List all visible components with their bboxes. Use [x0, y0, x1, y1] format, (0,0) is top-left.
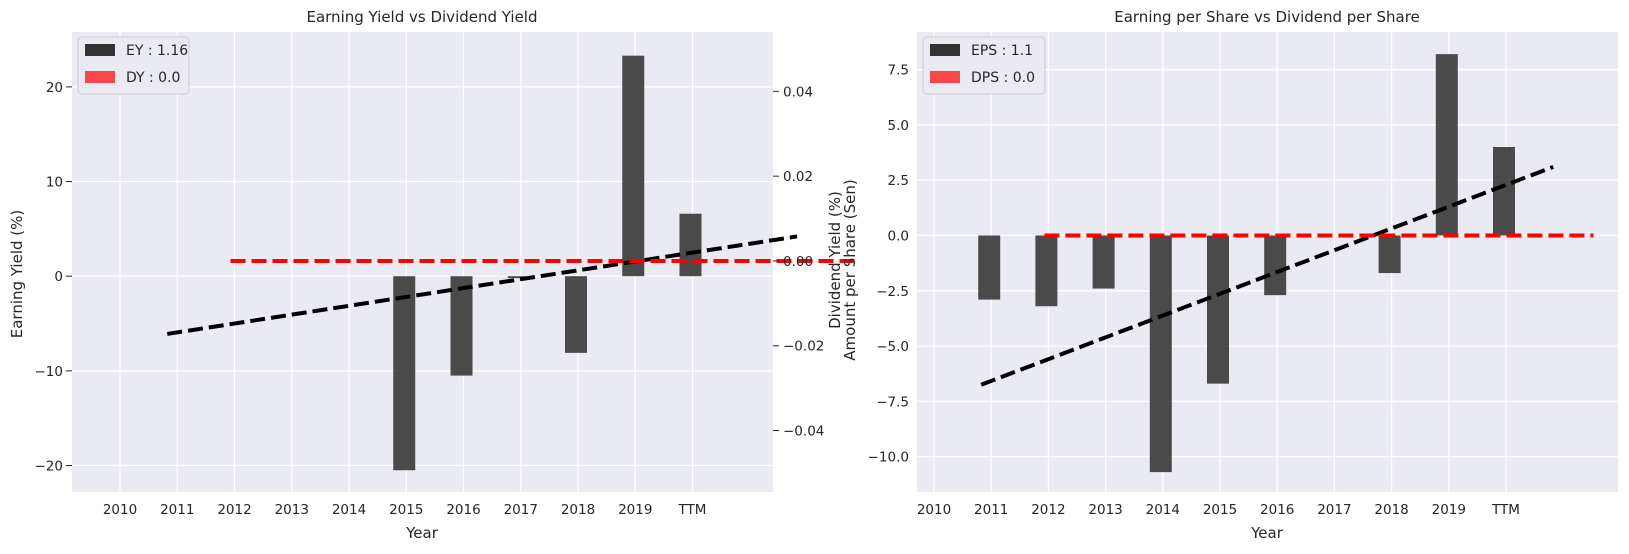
x-tick-label: 2014 [332, 502, 366, 518]
y2-tick-label: 0.04 [783, 84, 813, 100]
y-tick-label: 5.0 [888, 118, 909, 134]
y-tick-label: 0 [54, 269, 63, 285]
x-tick-label: TTM [678, 502, 707, 518]
bar-TTM [679, 213, 702, 277]
y-tick-label: −2.5 [876, 284, 909, 300]
y2-tick-label: 0.00 [783, 254, 813, 270]
left-trendlines [166, 234, 861, 336]
y2-tick-label: −0.02 [783, 339, 824, 355]
bar-2015 [1207, 235, 1229, 384]
right-panel: 7.55.02.50.0−2.5−5.0−7.5−10.0 2010 2011 20… [868, 8, 1618, 542]
left-legend-label-ey: EY : 1.16 [126, 43, 188, 59]
bar-2012 [1035, 235, 1058, 307]
x-tick-label: 2016 [1260, 502, 1294, 518]
y-tick-label: −10 [35, 364, 64, 380]
left-legend-swatch-dy [85, 71, 115, 83]
right-legend-label-dps: DPS : 0.0 [971, 70, 1035, 86]
right-y-axis-label: Amount per Share (Sen) [841, 179, 859, 360]
bar-2011 [978, 235, 1001, 300]
bar-2013 [1092, 235, 1115, 289]
earnings-trendline [166, 234, 798, 336]
y-tick-label: 2.5 [888, 173, 909, 189]
x-tick-label: 2010 [917, 502, 951, 518]
left-bars [393, 55, 702, 471]
x-tick-label: 2018 [1374, 502, 1408, 518]
x-tick-label: 2011 [974, 502, 1008, 518]
y2-tick-label: −0.04 [783, 424, 824, 440]
x-tick-label: 2013 [1088, 502, 1122, 518]
y-tick-label: −7.5 [876, 394, 909, 410]
right-legend-label-eps: EPS : 1.1 [971, 43, 1033, 59]
y-tick-label: −5.0 [876, 339, 909, 355]
left-x-axis-label: Year [405, 524, 439, 542]
x-tick-label: 2015 [1203, 502, 1237, 518]
left-legend: EY : 1.16 DY : 0.0 [77, 36, 190, 95]
y-tick-label: 7.5 [888, 63, 909, 79]
y-tick-label: 10 [46, 175, 63, 191]
y-tick-label: −20 [35, 458, 64, 474]
bar-2016 [1264, 235, 1287, 296]
bar-2019 [1435, 54, 1458, 236]
y-tick-label: 20 [46, 80, 63, 96]
right-legend: EPS : 1.1 DPS : 0.0 [922, 36, 1046, 95]
x-tick-label: 2015 [389, 502, 423, 518]
left-y-ticks: 20 10 0 −10 −20 [35, 80, 72, 474]
right-x-axis-label: Year [1250, 524, 1284, 542]
left-legend-swatch-ey [85, 44, 115, 56]
bar-2015 [393, 276, 416, 471]
x-tick-label: 2012 [217, 502, 251, 518]
x-tick-label: 2010 [103, 502, 137, 518]
x-tick-label: 2016 [446, 502, 480, 518]
bar-2019 [622, 55, 645, 277]
bar-2016 [450, 276, 473, 376]
left-y-axis-label: Earning Yield (%) [8, 210, 26, 338]
x-tick-label: 2017 [504, 502, 538, 518]
bar-2018 [1378, 235, 1401, 274]
x-tick-label: TTM [1491, 502, 1520, 518]
bar-2018 [565, 276, 587, 353]
right-bars [978, 54, 1515, 473]
x-tick-label: 2019 [1432, 502, 1466, 518]
x-tick-label: 2019 [618, 502, 652, 518]
right-legend-swatch-dps [930, 71, 960, 83]
bar-2014 [1149, 235, 1172, 473]
right-chart-title: Earning per Share vs Dividend per Share [1114, 8, 1420, 26]
x-tick-label: 2014 [1146, 502, 1180, 518]
left-y2-ticks: 0.04 0.02 0.00 −0.02 −0.04 [773, 84, 824, 440]
y2-tick-label: 0.02 [783, 169, 813, 185]
right-x-ticks: 2010 2011 2012 2013 2014 2015 2016 2017 2018 2019… [917, 502, 1520, 518]
left-y2-axis-label: Dividend Yield (%) [826, 191, 844, 329]
x-tick-label: 2018 [561, 502, 595, 518]
earnings-trendline [980, 165, 1554, 387]
left-x-ticks: 2010 2011 2012 2013 2014 2015 2016 2017 2018 2019… [103, 502, 707, 518]
right-y-ticks: 7.5 5.0 2.5 0.0 −2.5 −5.0 −7.5 −10.0 [868, 63, 909, 466]
x-tick-label: 2011 [160, 502, 194, 518]
right-legend-swatch-eps [930, 44, 960, 56]
y-tick-label: −10.0 [868, 450, 909, 466]
bar-2017 [507, 276, 530, 279]
right-trendlines [980, 165, 1594, 387]
x-tick-label: 2013 [275, 502, 309, 518]
left-chart-title: Earning Yield vs Dividend Yield [306, 8, 537, 26]
x-tick-label: 2012 [1031, 502, 1065, 518]
bar-TTM [1493, 147, 1515, 236]
x-tick-label: 2017 [1317, 502, 1351, 518]
y-tick-label: 0.0 [888, 228, 909, 244]
left-legend-label-dy: DY : 0.0 [126, 70, 180, 86]
